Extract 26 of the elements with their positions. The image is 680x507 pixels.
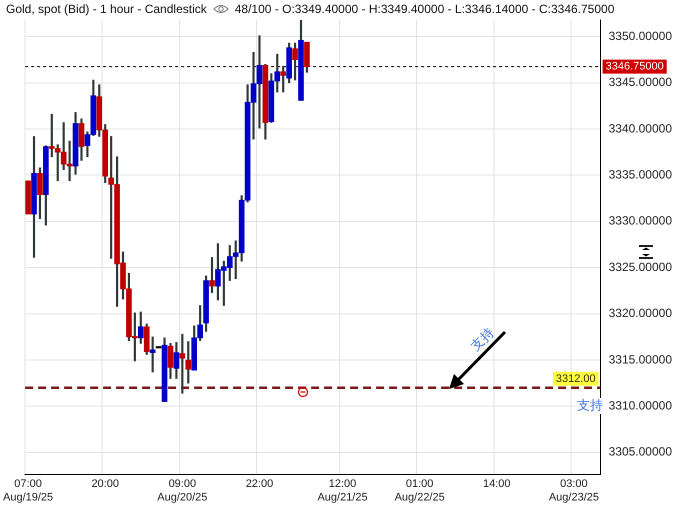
x-tick-label: 14:00	[483, 478, 511, 490]
x-tick-label: 09:00 Aug/20/25	[157, 478, 208, 504]
x-tick-label: 20:00	[91, 478, 119, 490]
ref-line-label: 3312.00	[556, 372, 596, 385]
annotation: 支持	[468, 325, 498, 354]
x-tick-label: 07:00 Aug/19/25	[3, 478, 54, 504]
y-tick-label: 3310.00000	[608, 398, 672, 413]
x-tick-label: 01:00 Aug/22/25	[394, 478, 445, 504]
ref-line-label: 3346.75000	[606, 60, 664, 73]
y-tick-label: 3320.00000	[608, 306, 672, 320]
candlestick	[280, 66, 286, 92]
y-tick-label: 3315.00000	[608, 352, 672, 366]
x-tick-label: 03:00 Aug/23/25	[548, 478, 599, 504]
x-tick-label: 22:00	[246, 478, 274, 490]
chart-subtitle: 48/100 - O:3349.40000 - H:3349.40000 - L:3346.14000 - C:3346.75000	[234, 2, 614, 16]
candlestick	[25, 180, 31, 214]
y-tick-label: 3325.00000	[608, 260, 672, 274]
y-tick-label: 3330.00000	[608, 214, 672, 228]
y-tick-label: 3335.00000	[608, 168, 672, 182]
chart-title: Gold, spot (Bid) - 1 hour - Candlestick	[6, 2, 207, 16]
annotation: 支持	[577, 398, 603, 414]
y-tick-label: 3345.00000	[608, 75, 672, 90]
y-tick-label: 3350.00000	[608, 28, 672, 43]
x-tick-label: 12:00 Aug/21/25	[317, 478, 368, 504]
y-tick-label: 3340.00000	[608, 121, 672, 136]
y-tick-label: 3305.00000	[608, 444, 672, 459]
